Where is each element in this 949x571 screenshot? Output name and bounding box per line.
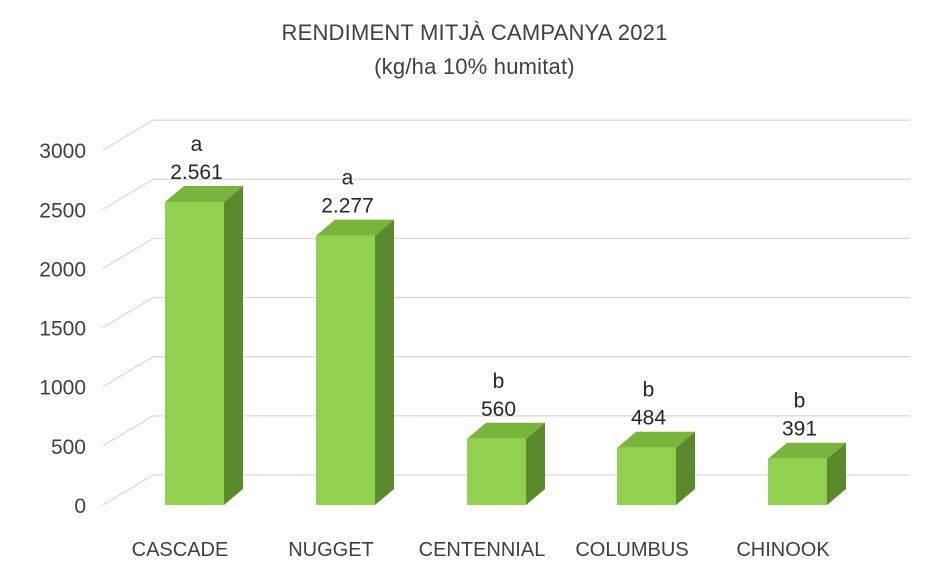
data-label: 484 bbox=[631, 407, 666, 430]
bar-top bbox=[165, 186, 243, 203]
y-tick-label: 2500 bbox=[39, 199, 86, 222]
x-tick-label: CASCADE bbox=[132, 539, 229, 561]
y-tick-label: 500 bbox=[51, 436, 86, 459]
significance-letter: a bbox=[342, 167, 354, 190]
bar bbox=[768, 458, 827, 505]
bar-top bbox=[617, 431, 695, 448]
gridline-depth bbox=[102, 356, 154, 388]
y-tick-label: 1000 bbox=[39, 377, 86, 400]
bar-side bbox=[526, 422, 545, 505]
y-tick-label: 1500 bbox=[39, 318, 86, 341]
bar-side bbox=[375, 219, 394, 505]
data-label: 391 bbox=[782, 418, 817, 441]
x-tick-label: CENTENNIAL bbox=[419, 539, 546, 561]
gridline-depth bbox=[102, 178, 154, 210]
significance-letter: b bbox=[794, 390, 806, 413]
y-tick-label: 3000 bbox=[39, 140, 86, 163]
bar-top bbox=[316, 219, 394, 236]
bar bbox=[316, 235, 375, 505]
data-label: 560 bbox=[481, 398, 516, 421]
gridline-depth bbox=[102, 237, 154, 269]
significance-letter: b bbox=[643, 379, 655, 402]
bar bbox=[467, 438, 526, 505]
y-tick-label: 2000 bbox=[39, 258, 86, 281]
bar-side bbox=[827, 442, 846, 505]
bar-side bbox=[676, 431, 695, 505]
bar bbox=[617, 447, 676, 505]
gridline-depth bbox=[102, 415, 154, 447]
gridline-depth bbox=[102, 296, 154, 329]
bar-side bbox=[224, 186, 243, 506]
gridline-depth bbox=[102, 119, 154, 151]
significance-letter: a bbox=[191, 133, 203, 156]
chart-subtitle: (kg/ha 10% humitat) bbox=[374, 54, 575, 79]
bar-top bbox=[467, 422, 545, 439]
bar bbox=[165, 202, 224, 506]
x-tick-label: NUGGET bbox=[288, 539, 374, 561]
bar-top bbox=[768, 442, 846, 459]
gridline-depth bbox=[102, 474, 154, 506]
data-label: 2.277 bbox=[321, 195, 374, 218]
x-tick-label: COLUMBUS bbox=[575, 539, 688, 561]
chart-title: RENDIMENT MITJÀ CAMPANYA 2021 bbox=[281, 20, 668, 45]
y-tick-label: 0 bbox=[74, 495, 86, 518]
significance-letter: b bbox=[493, 370, 505, 393]
data-label: 2.561 bbox=[170, 161, 223, 184]
x-tick-label: CHINOOK bbox=[736, 539, 830, 561]
